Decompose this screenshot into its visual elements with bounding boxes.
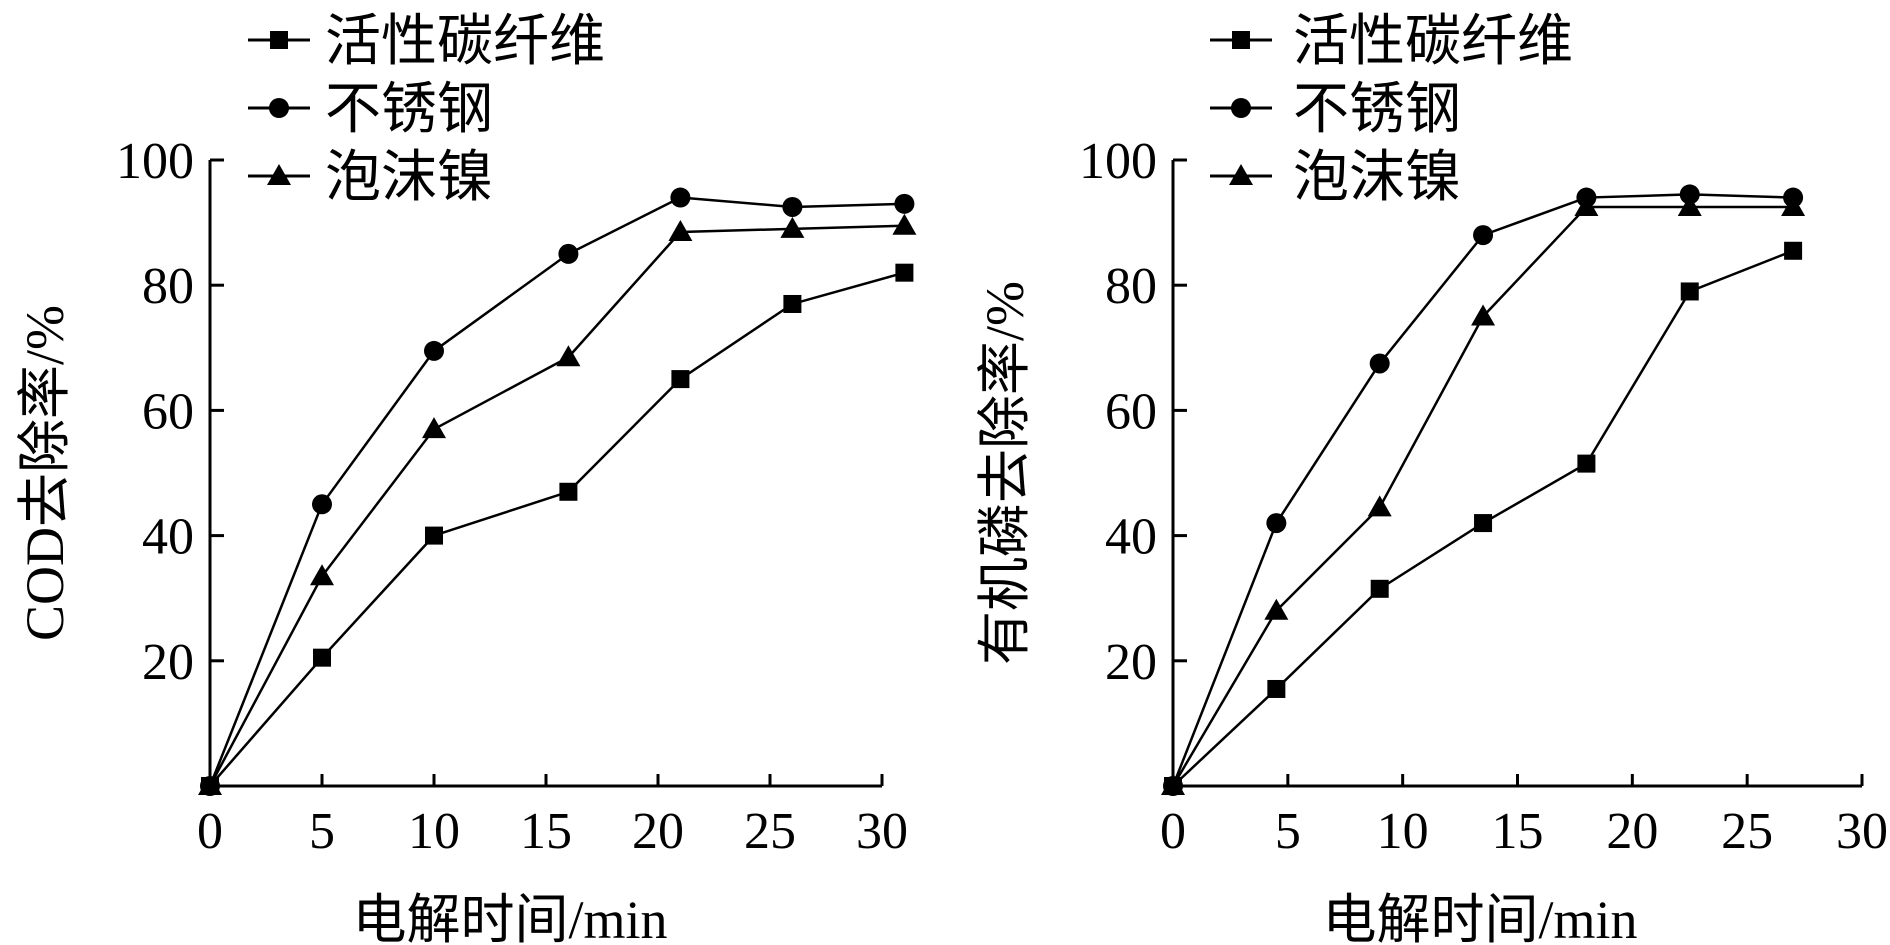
data-point-circle [1679,184,1700,205]
data-point-triangle [310,564,334,586]
y-axis-title: 有机磷去除率/% [975,281,1035,665]
x-tick-label: 10 [408,803,460,860]
y-tick-label: 60 [142,383,194,440]
data-point-square [1784,241,1803,260]
data-point-circle [558,243,579,264]
x-tick-label: 15 [520,803,572,860]
y-tick-label: 100 [1079,133,1157,190]
x-tick-label: 25 [1721,803,1773,860]
series-line-circle [208,196,905,787]
data-point-square [1370,579,1389,598]
legend-marker-circle [269,98,289,118]
x-tick-label: 10 [1377,803,1429,860]
chart-panel-left: 0 5 10 15 20 25 30 20 40 60 80 100 电解时间/min COD去除率/% 活… [15,11,917,945]
data-point-circle [1473,225,1494,246]
data-point-square [1474,514,1493,533]
y-tick-label: 80 [1105,258,1157,315]
legend-label: 泡沫镍 [1293,147,1461,209]
data-point-triangle [556,345,581,367]
series-line-square [209,271,905,787]
data-point-square [1267,679,1286,698]
data-point-circle [894,193,915,214]
x-tick-label: 30 [1836,803,1888,860]
y-tick-label: 20 [1105,634,1157,691]
data-point-triangle [668,219,693,241]
data-point-square [895,263,914,282]
x-axis-title: 电解时间/min [352,890,667,945]
data-point-square [1577,454,1596,473]
legend-label: 泡沫镍 [325,147,493,209]
data-point-square [313,648,331,667]
data-point-square [783,294,802,313]
data-point-square [1680,282,1699,301]
data-point-triangle [780,216,805,238]
x-tick-label: 0 [1160,803,1186,860]
origin-marker [200,776,220,796]
x-tick-label: 20 [632,803,684,860]
data-point-circle [670,187,691,208]
data-point-circle [424,340,444,361]
legend-label: 活性碳纤维 [325,11,605,73]
data-point-square [671,370,690,389]
chart-panel-right: 0 5 10 15 20 25 30 20 40 60 80 100 电解时间/min 有机磷去除率/% 活… [975,11,1888,945]
legend-marker-square [270,31,288,49]
data-point-triangle [1264,598,1289,620]
y-axis-title: COD去除率/% [15,305,75,641]
y-tick-label: 40 [142,509,194,566]
data-point-triangle [892,213,917,235]
data-point-triangle [1367,495,1392,517]
y-tick-label: 20 [142,634,194,691]
y-tick-label: 100 [116,133,194,190]
x-tick-label: 20 [1606,803,1658,860]
legend-marker-square [1232,31,1250,49]
y-tick-label: 60 [1105,383,1157,440]
x-tick-label: 5 [1275,803,1301,860]
data-point-square [425,526,443,545]
legend-label: 活性碳纤维 [1293,11,1573,73]
legend-marker-triangle [1229,164,1253,185]
y-tick-label: 80 [142,258,194,315]
x-tick-label: 0 [197,803,223,860]
origin-marker [1163,776,1183,796]
data-point-circle [1266,513,1287,534]
data-point-triangle [1471,304,1496,326]
legend-label: 不锈钢 [325,79,493,141]
legend-marker-triangle [267,164,291,185]
data-point-circle [782,196,803,217]
data-point-triangle [1574,194,1599,216]
legend-marker-circle [1231,98,1251,118]
y-tick-label: 40 [1105,509,1157,566]
legend-label: 不锈钢 [1293,79,1461,141]
data-point-triangle [1781,194,1806,216]
x-tick-label: 5 [309,803,335,860]
data-point-triangle [1677,194,1702,216]
x-tick-label: 30 [856,803,908,860]
x-tick-label: 15 [1492,803,1544,860]
data-point-circle [1369,353,1390,374]
data-point-triangle [422,417,446,439]
data-point-circle [312,494,332,515]
x-axis-title: 电解时间/min [1322,890,1637,945]
x-tick-label: 25 [744,803,796,860]
data-point-square [559,482,578,501]
